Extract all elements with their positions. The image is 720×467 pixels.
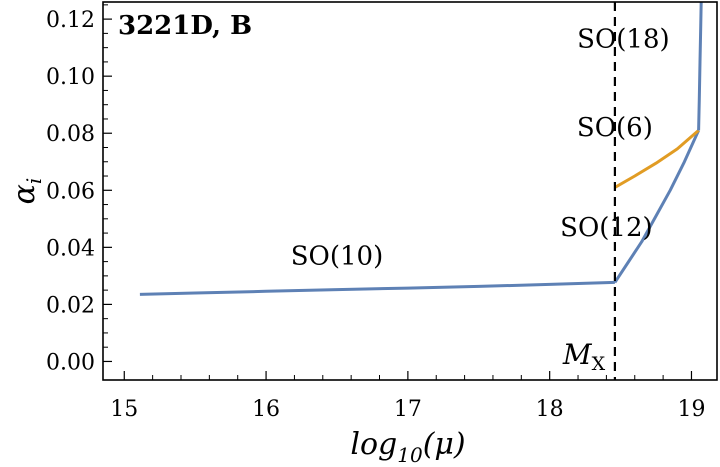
- y-tick-label: 0.00: [46, 350, 95, 375]
- y-axis-label-sub: i: [22, 178, 46, 184]
- x-tick-label: 16: [252, 397, 280, 422]
- plot-frame: [102, 1, 718, 381]
- y-tick-label: 0.04: [46, 236, 95, 261]
- y-tick-label: 0.12: [46, 8, 95, 33]
- tick-labels: 15 16 17 18 19 0.00 0.02 0.04 0.06 0.08 0.10 0.12: [46, 8, 705, 422]
- annotation-so12: SO(12): [560, 213, 653, 243]
- series-layer: [139, 2, 703, 296]
- ticks: [103, 4, 693, 380]
- y-axis-label: αi: [7, 178, 46, 205]
- x-axis-label-arg: (μ): [423, 427, 466, 462]
- series-line-so10: [139, 280, 615, 296]
- x-axis-label: log10(μ): [350, 427, 465, 467]
- x-tick-label: 15: [110, 397, 138, 422]
- annotation-so18: SO(18): [577, 25, 670, 55]
- mx-label-main: M: [562, 338, 593, 371]
- series-line-so6: [614, 129, 700, 189]
- mx-label: MX: [562, 338, 606, 375]
- annotations: SO(10) SO(12) SO(6) SO(18): [291, 25, 670, 272]
- x-tick-label: 17: [394, 397, 422, 422]
- chart-title: 3221D, B: [118, 11, 252, 41]
- mx-label-sub: X: [592, 353, 606, 375]
- annotation-so6: SO(6): [577, 113, 653, 143]
- y-tick-label: 0.02: [46, 293, 95, 318]
- x-tick-label: 19: [677, 397, 705, 422]
- x-axis-label-main: log: [350, 427, 397, 462]
- annotation-so10: SO(10): [291, 241, 384, 271]
- y-tick-label: 0.10: [46, 65, 95, 90]
- series-line-so12: [613, 129, 700, 284]
- x-axis-label-sub: 10: [397, 443, 423, 467]
- series-line-so18: [697, 2, 703, 131]
- y-tick-label: 0.08: [46, 122, 95, 147]
- y-tick-label: 0.06: [46, 179, 95, 204]
- y-axis-label-main: α: [7, 184, 42, 204]
- x-tick-label: 18: [536, 397, 564, 422]
